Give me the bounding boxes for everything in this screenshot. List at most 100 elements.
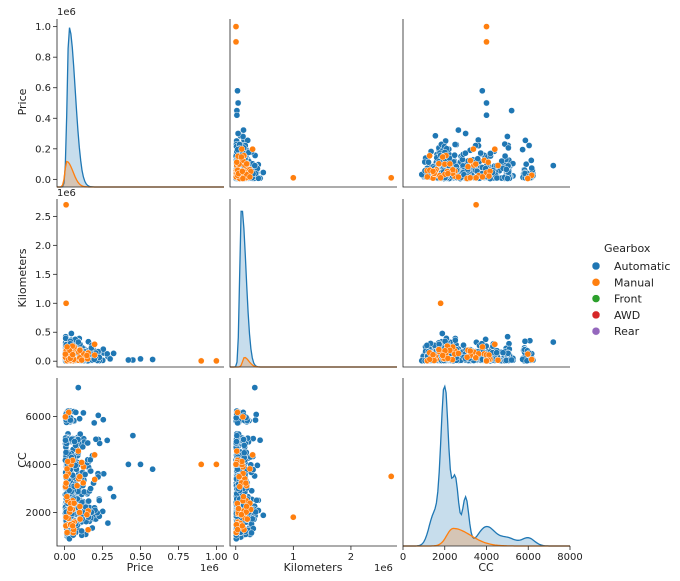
scatter-price-vs-cc bbox=[418, 23, 557, 182]
point-manual bbox=[62, 201, 70, 209]
point-manual bbox=[242, 479, 250, 487]
legend-marker-front bbox=[591, 294, 601, 303]
point-manual bbox=[524, 350, 532, 358]
y-tick-label: 2.5 bbox=[35, 212, 51, 223]
point-manual bbox=[472, 160, 480, 168]
point-manual bbox=[83, 352, 91, 359]
point-manual bbox=[213, 461, 220, 468]
x-tick-label: 6000 bbox=[516, 552, 541, 563]
point-automatic bbox=[90, 419, 98, 427]
point-automatic bbox=[505, 144, 512, 152]
point-manual bbox=[76, 509, 83, 516]
point-automatic bbox=[251, 162, 259, 169]
point-manual bbox=[484, 158, 492, 166]
x-tick-label: 0 bbox=[400, 552, 406, 563]
point-manual bbox=[387, 174, 395, 182]
y-tick-label: 0.6 bbox=[35, 83, 51, 94]
point-manual bbox=[238, 153, 245, 161]
point-automatic bbox=[85, 497, 92, 505]
y-label-cc: CC bbox=[16, 452, 29, 468]
y-label-kilometers: Kilometers bbox=[16, 248, 29, 307]
point-manual bbox=[213, 357, 220, 365]
point-manual bbox=[232, 38, 240, 46]
kde-line-price-automatic bbox=[57, 27, 224, 188]
point-manual bbox=[91, 340, 98, 348]
kde-fill-cc-manual bbox=[403, 528, 570, 546]
kde-fill-price-automatic bbox=[57, 27, 224, 188]
point-manual bbox=[84, 526, 92, 534]
point-automatic bbox=[99, 416, 107, 424]
point-manual bbox=[466, 174, 474, 182]
point-manual bbox=[528, 356, 536, 363]
point-manual bbox=[91, 476, 99, 483]
point-manual bbox=[437, 174, 444, 182]
point-manual bbox=[239, 175, 247, 182]
y-tick-label: 0.5 bbox=[35, 328, 51, 339]
point-automatic bbox=[240, 436, 247, 443]
point-automatic bbox=[522, 137, 529, 144]
point-manual bbox=[524, 175, 532, 182]
y-label-price: Price bbox=[16, 88, 29, 115]
offset-price-x: 1e6 bbox=[200, 563, 219, 574]
axis-spine bbox=[56, 19, 224, 188]
y-tick-label: 0.0 bbox=[35, 175, 51, 186]
point-manual bbox=[91, 351, 99, 359]
pairplot-panels bbox=[56, 19, 570, 547]
point-manual bbox=[491, 145, 499, 153]
y-tick-label: 0.2 bbox=[35, 144, 51, 155]
point-automatic bbox=[432, 132, 439, 140]
point-automatic bbox=[74, 338, 82, 346]
point-manual bbox=[233, 158, 241, 166]
point-automatic bbox=[129, 432, 137, 439]
point-automatic bbox=[78, 527, 85, 535]
point-manual bbox=[467, 157, 474, 164]
point-manual bbox=[62, 413, 69, 421]
point-manual bbox=[78, 356, 86, 364]
point-manual bbox=[249, 145, 256, 153]
point-manual bbox=[426, 152, 433, 160]
point-automatic bbox=[110, 350, 117, 357]
x-tick-label: 0 bbox=[233, 552, 239, 563]
point-manual bbox=[238, 167, 246, 175]
point-automatic bbox=[248, 529, 255, 537]
legend-label-awd: AWD bbox=[614, 309, 640, 322]
point-manual bbox=[485, 172, 493, 180]
y-tick-label: 1.0 bbox=[35, 299, 51, 310]
point-automatic bbox=[251, 384, 259, 391]
point-automatic bbox=[240, 449, 248, 457]
offset-kilometers-x: 1e6 bbox=[374, 563, 393, 574]
point-manual bbox=[246, 173, 254, 181]
point-manual bbox=[233, 447, 241, 455]
point-manual bbox=[464, 163, 472, 171]
legend-title: Gearbox bbox=[604, 242, 651, 255]
point-manual bbox=[439, 153, 447, 161]
point-manual bbox=[491, 340, 499, 348]
scatter-cc-vs-price bbox=[62, 384, 220, 543]
point-manual bbox=[238, 511, 245, 519]
point-automatic bbox=[483, 99, 490, 107]
point-manual bbox=[494, 356, 502, 364]
point-automatic bbox=[87, 485, 94, 492]
point-automatic bbox=[519, 146, 526, 153]
point-manual bbox=[62, 479, 70, 487]
point-manual bbox=[63, 493, 71, 501]
point-automatic bbox=[256, 436, 264, 444]
point-automatic bbox=[438, 330, 446, 337]
point-automatic bbox=[100, 470, 108, 478]
point-automatic bbox=[252, 411, 260, 418]
point-automatic bbox=[74, 384, 82, 391]
point-manual bbox=[63, 343, 71, 351]
point-manual bbox=[238, 522, 246, 530]
point-automatic bbox=[501, 152, 509, 160]
legend-label-manual: Manual bbox=[614, 276, 654, 289]
point-automatic bbox=[259, 169, 267, 176]
point-automatic bbox=[239, 133, 247, 140]
point-manual bbox=[76, 515, 84, 523]
point-automatic bbox=[508, 107, 515, 114]
point-automatic bbox=[521, 337, 529, 345]
legend-marker-manual bbox=[591, 278, 601, 287]
point-manual bbox=[463, 353, 471, 361]
point-manual bbox=[76, 346, 84, 354]
point-automatic bbox=[234, 130, 242, 137]
